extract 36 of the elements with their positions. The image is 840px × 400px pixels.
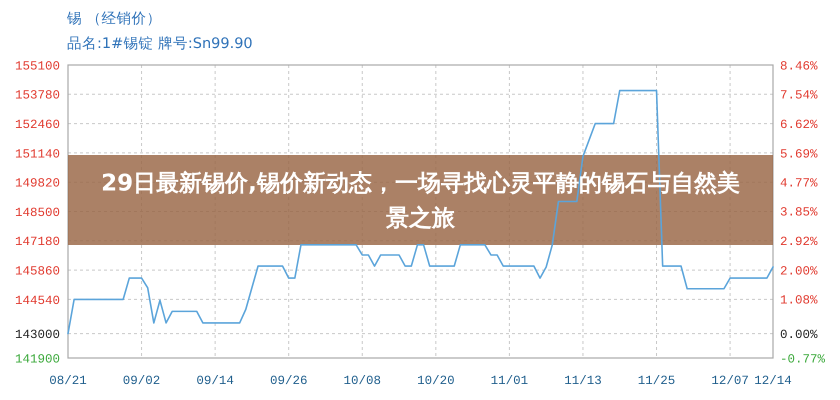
chart-title: 锡 （经销价） (66, 10, 162, 27)
x-tick-label: 09/02 (122, 374, 160, 388)
line-series (67, 90, 774, 334)
y2-tick-label: 4.77% (780, 176, 818, 191)
chart-subtitle: 品名:1#锡锭 牌号:Sn99.90 (67, 35, 253, 52)
x-tick-label: 12/14 (754, 374, 792, 388)
y2-tick-label: 0.00% (780, 328, 818, 342)
y2-tick-label: 7.54% (780, 88, 818, 103)
y2-tick-label: 5.69% (780, 147, 818, 162)
y-tick-label: 144540 (14, 294, 60, 308)
x-tick-label: 10/20 (417, 374, 455, 388)
y2-tick-label: 2.92% (780, 235, 818, 250)
y2-tick-label: 3.85% (780, 206, 818, 220)
x-tick-label: 12/07 (711, 374, 749, 388)
x-tick-label: 11/25 (638, 374, 676, 388)
y2-tick-label: 2.00% (780, 264, 818, 278)
y2-tick-label: 8.46% (780, 59, 818, 74)
y-tick-label: 143000 (14, 328, 60, 342)
y2-tick-label: -0.77% (780, 352, 826, 366)
x-tick-label: 09/14 (196, 374, 234, 388)
x-tick-label: 08/21 (49, 374, 87, 388)
x-tick-label: 11/01 (490, 374, 528, 388)
y-tick-label: 148500 (14, 206, 60, 220)
y-tick-label: 155100 (14, 59, 60, 74)
y-tick-label: 147180 (14, 235, 60, 250)
y-tick-label: 153780 (14, 88, 60, 103)
y-tick-label: 141900 (14, 352, 60, 366)
y2-tick-label: 1.08% (780, 294, 818, 308)
y2-tick-label: 6.62% (780, 118, 818, 132)
y-tick-label: 145860 (14, 264, 60, 278)
y-tick-label: 149820 (14, 176, 60, 191)
y-tick-label: 151140 (14, 147, 60, 162)
x-tick-label: 11/13 (564, 374, 602, 388)
y-tick-label: 152460 (14, 118, 60, 132)
x-tick-label: 09/26 (270, 374, 308, 388)
x-tick-label: 10/08 (344, 374, 382, 388)
